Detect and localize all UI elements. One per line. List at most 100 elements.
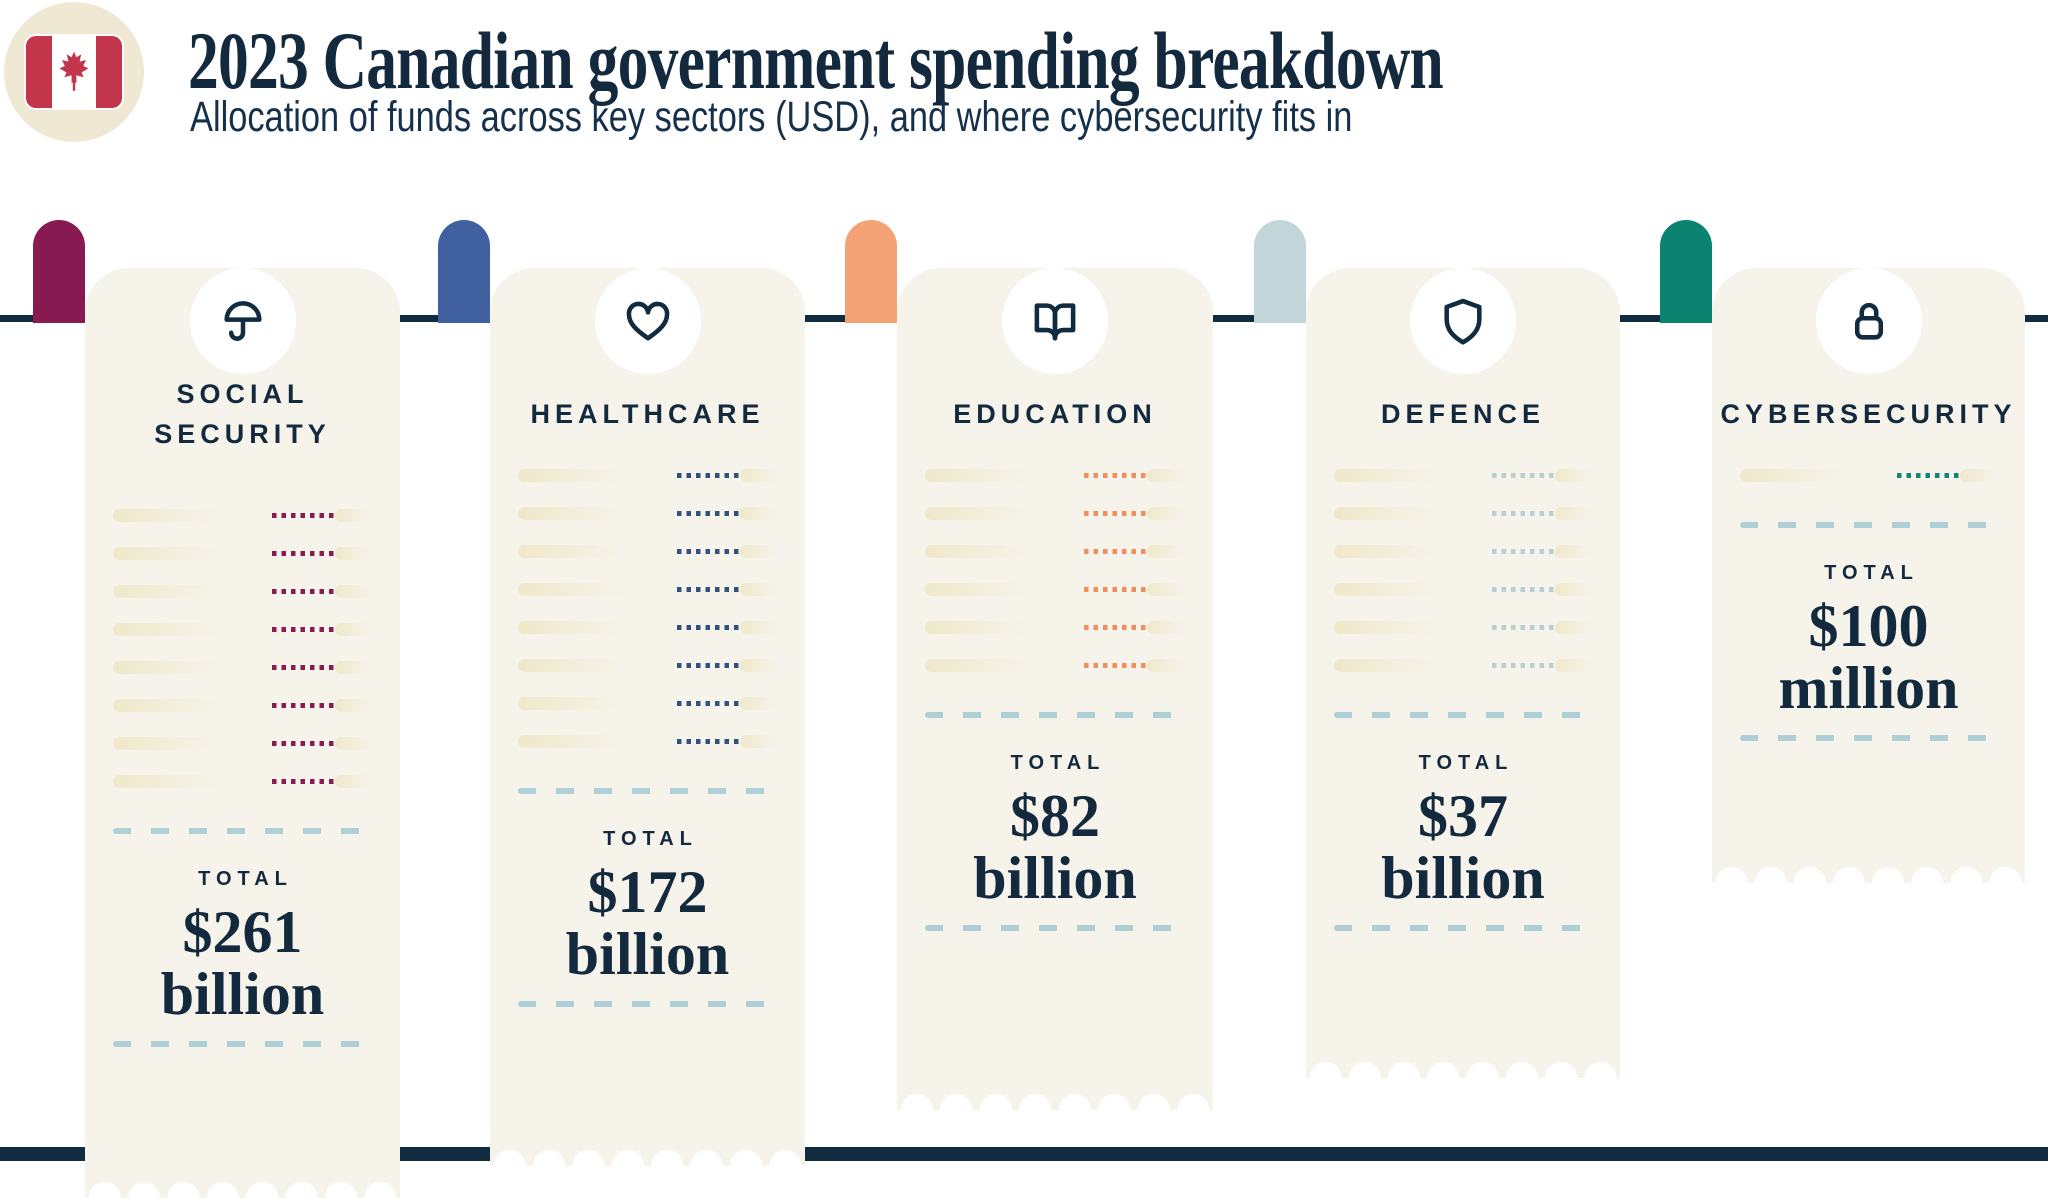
line-item-dots — [676, 586, 740, 592]
umbrella-icon — [223, 301, 262, 341]
dashed-separator — [1740, 735, 1997, 741]
line-item-amount-bar — [739, 582, 777, 596]
receipt-torn-edge — [1712, 866, 2025, 883]
receipt-line-item — [1334, 456, 1592, 494]
sector-title: EDUCATION — [953, 399, 1157, 429]
line-item-dots — [271, 778, 335, 784]
amount-value: $82 — [1010, 783, 1100, 849]
line-item-amount-bar — [334, 508, 372, 522]
line-item-amount-bar — [334, 698, 372, 712]
line-item-bar — [518, 658, 627, 672]
line-item-dots — [1491, 548, 1555, 554]
line-item-dots — [271, 626, 335, 632]
receipt-line-item — [113, 496, 372, 534]
amount-unit: million — [1778, 655, 1959, 721]
flag-red-band-right — [96, 36, 122, 108]
line-item-dots — [1491, 624, 1555, 630]
book-icon — [1034, 303, 1076, 341]
line-item-dots — [1084, 624, 1148, 630]
line-item-bar — [518, 620, 627, 634]
receipt-line-item — [1334, 494, 1592, 532]
sector-title: HEALTHCARE — [530, 399, 765, 429]
line-items — [1712, 456, 2025, 494]
amount-unit: billion — [1381, 845, 1545, 911]
line-item-bar — [113, 508, 222, 522]
line-item-dots — [676, 738, 740, 744]
receipt-line-item — [113, 648, 372, 686]
heart-icon — [626, 301, 669, 341]
sector-title: SOCIAL SECURITY — [154, 379, 331, 449]
line-item-amount-bar — [739, 696, 777, 710]
receipt-clip-tab — [1660, 220, 1712, 323]
dashed-separator — [518, 1001, 777, 1007]
total-label: TOTAL — [1824, 562, 1919, 584]
line-item-amount-bar — [1554, 582, 1592, 596]
line-item-bar — [113, 698, 222, 712]
line-item-bar — [113, 774, 222, 788]
total-amount: $172 billion — [490, 861, 805, 985]
line-item-dots — [1491, 586, 1555, 592]
receipt-line-item — [1334, 608, 1592, 646]
total-amount: $100 million — [1712, 595, 2025, 719]
line-item-bar — [518, 544, 627, 558]
line-item-amount-bar — [334, 546, 372, 560]
line-item-dots — [271, 512, 335, 518]
line-item-amount-bar — [739, 506, 777, 520]
receipt-line-item — [518, 494, 777, 532]
line-item-bar — [925, 620, 1035, 634]
line-item-amount-bar — [334, 622, 372, 636]
line-item-dots — [1084, 662, 1148, 668]
line-item-amount-bar — [1554, 544, 1592, 558]
line-item-dots — [1491, 662, 1555, 668]
receipt-line-item — [113, 724, 372, 762]
receipt-torn-edge — [1306, 1061, 1620, 1078]
line-item-bar — [1334, 582, 1442, 596]
amount-value: $261 — [182, 899, 303, 965]
line-item-bar — [518, 468, 627, 482]
line-item-amount-bar — [739, 658, 777, 672]
receipt-line-item — [1334, 646, 1592, 684]
line-item-bar — [925, 544, 1035, 558]
receipt-line-item — [925, 532, 1185, 570]
dashed-separator — [1334, 925, 1592, 931]
total-amount: $37 billion — [1306, 785, 1620, 909]
total-label: TOTAL — [1010, 752, 1106, 774]
line-item-dots — [1491, 472, 1555, 478]
receipt-line-item — [113, 572, 372, 610]
line-item-amount-bar — [334, 774, 372, 788]
line-item-bar — [113, 622, 222, 636]
line-item-bar — [925, 506, 1035, 520]
line-item-amount-bar — [334, 584, 372, 598]
sector-icon-circle — [1002, 268, 1108, 374]
line-item-amount-bar — [334, 736, 372, 750]
amount-unit: billion — [160, 961, 325, 1027]
line-item-bar — [1334, 620, 1442, 634]
sector-icon-circle — [594, 268, 701, 374]
dashed-separator — [1334, 712, 1592, 718]
line-item-bar — [925, 468, 1035, 482]
receipt-social-security: SOCIAL SECURITY TOTAL $261 billion — [33, 218, 400, 1198]
receipt-line-item — [113, 762, 372, 800]
receipt-line-item — [518, 646, 777, 684]
line-item-amount-bar — [1554, 658, 1592, 672]
receipt-line-item — [518, 532, 777, 570]
line-item-amount-bar — [1147, 544, 1185, 558]
line-item-bar — [113, 660, 222, 674]
receipt-line-item — [518, 570, 777, 608]
dashed-separator — [518, 788, 777, 794]
sector-title: DEFENCE — [1380, 399, 1545, 429]
shield-icon — [1444, 298, 1482, 345]
receipt-line-item — [113, 686, 372, 724]
maple-leaf-icon — [59, 51, 89, 91]
receipt-line-item — [1334, 532, 1592, 570]
line-item-amount-bar — [1147, 658, 1185, 672]
line-item-amount-bar — [334, 660, 372, 674]
receipt-torn-edge — [85, 1181, 400, 1198]
line-item-dots — [271, 550, 335, 556]
receipt-cybersecurity: CYBERSECURITY TOTAL $100 million — [1660, 218, 2025, 883]
dashed-separator — [1740, 522, 1997, 528]
sector-icon-circle — [189, 268, 296, 374]
sector-icon-circle — [1410, 268, 1516, 374]
receipt-clip-tab — [1254, 220, 1306, 323]
line-item-bar — [925, 658, 1035, 672]
